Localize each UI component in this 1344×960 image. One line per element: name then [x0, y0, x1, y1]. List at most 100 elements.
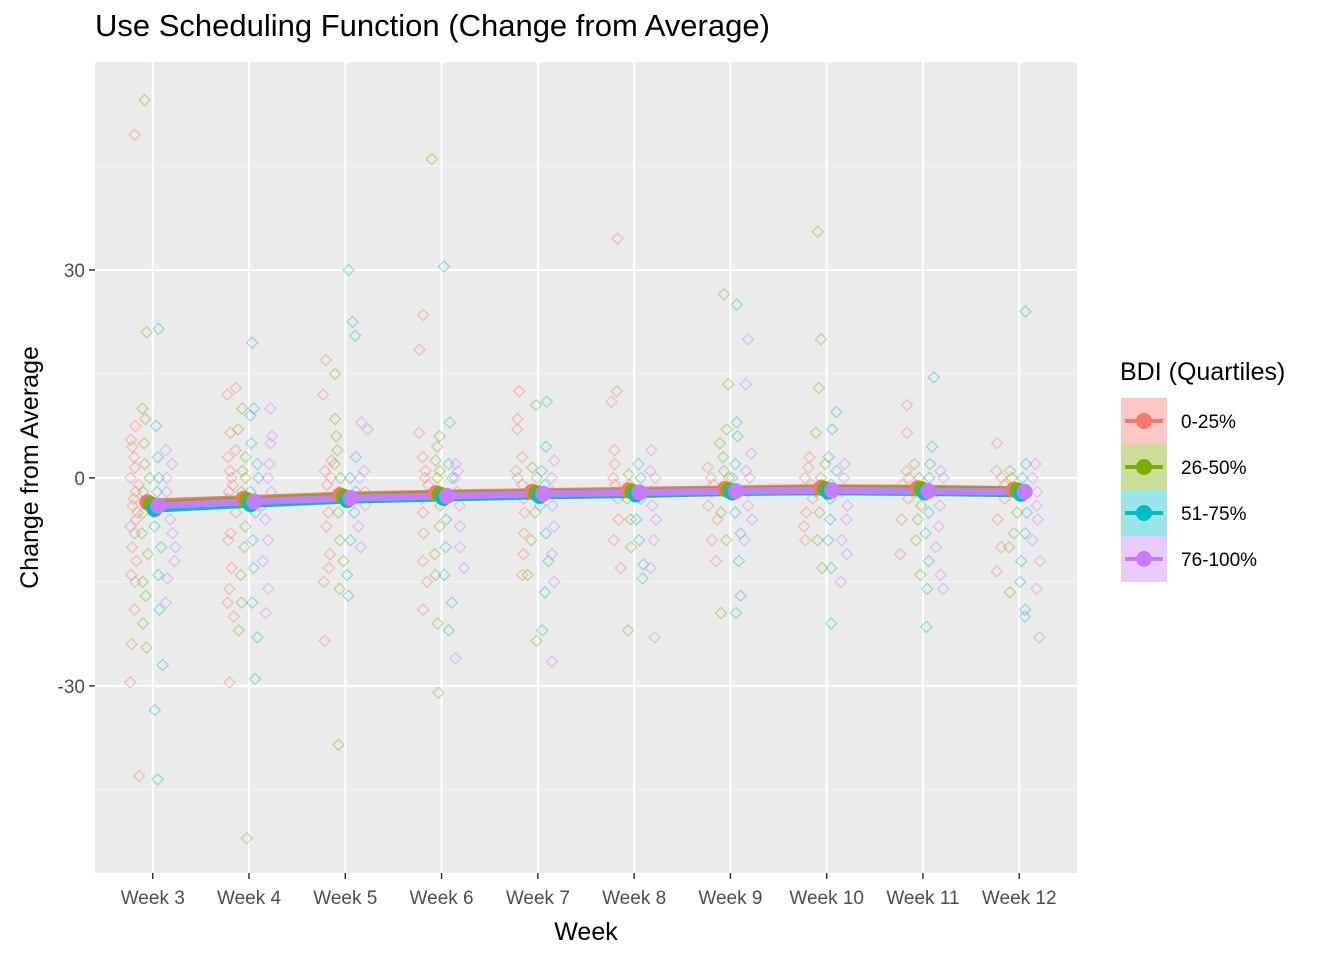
data-point: [741, 499, 755, 513]
data-point: [729, 606, 743, 620]
data-point: [739, 377, 753, 391]
series-point: [535, 485, 552, 502]
data-point: [732, 554, 746, 568]
x-tick-label: Week 5: [313, 888, 377, 909]
data-point: [936, 582, 950, 596]
data-point: [222, 582, 236, 596]
data-point: [797, 519, 811, 533]
data-point: [149, 419, 163, 433]
data-point: [221, 533, 235, 547]
data-point: [717, 287, 731, 301]
data-point: [223, 675, 236, 689]
series-lines: [139, 479, 1033, 518]
data-point: [515, 568, 529, 582]
data-point: [417, 526, 430, 540]
series-point: [824, 482, 841, 499]
data-point: [933, 499, 947, 513]
data-point: [822, 450, 835, 464]
data-point: [340, 568, 354, 582]
data-point: [730, 416, 744, 429]
data-point: [907, 457, 921, 471]
data-point: [166, 526, 179, 540]
data-point: [621, 623, 635, 637]
data-point: [648, 471, 662, 485]
data-point: [451, 464, 465, 478]
data-point: [840, 547, 854, 561]
data-point: [815, 561, 829, 575]
data-point: [547, 575, 561, 589]
data-point: [934, 464, 947, 478]
data-point: [1018, 610, 1032, 623]
data-point: [236, 464, 249, 478]
data-point: [128, 461, 142, 474]
x-tick-label: Week 10: [789, 888, 864, 909]
data-point: [1032, 630, 1046, 644]
data-point: [123, 675, 137, 689]
data-point: [922, 554, 936, 568]
data-point: [932, 519, 946, 533]
data-point: [333, 582, 347, 596]
data-point: [156, 658, 170, 672]
data-point: [624, 540, 638, 554]
data-point: [151, 568, 165, 582]
data-point: [125, 440, 139, 454]
data-point: [416, 554, 430, 568]
data-point: [318, 634, 331, 648]
data-point: [814, 332, 828, 346]
series-point: [438, 487, 455, 504]
data-point: [990, 436, 1004, 450]
data-point: [990, 565, 1004, 578]
data-point: [428, 547, 442, 561]
x-tick-label: Week 6: [410, 888, 474, 909]
data-point: [517, 547, 530, 561]
x-tick-label: Week 11: [886, 888, 959, 909]
data-point: [221, 596, 234, 610]
data-point: [331, 506, 345, 519]
data-point: [607, 533, 621, 547]
data-point: [443, 416, 457, 429]
data-point: [830, 464, 843, 478]
x-tick-label: Week 3: [121, 888, 185, 909]
data-point: [250, 457, 264, 471]
data-point: [439, 513, 453, 526]
data-point: [636, 571, 649, 585]
data-point: [328, 457, 342, 471]
data-point: [413, 343, 426, 357]
data-point: [128, 575, 142, 589]
legend-item: 0-25%: [1121, 398, 1236, 444]
data-point: [332, 738, 345, 752]
minor-grid: [95, 165, 1077, 791]
data-point: [433, 464, 447, 478]
data-point: [645, 499, 659, 513]
series-point: [727, 483, 744, 500]
data-point: [923, 457, 937, 471]
data-point: [739, 464, 753, 478]
data-point: [841, 499, 854, 513]
data-point: [445, 596, 459, 610]
data-point: [840, 513, 854, 526]
data-point: [138, 457, 152, 471]
data-point: [432, 686, 445, 700]
data-point: [510, 422, 524, 436]
data-point: [835, 533, 849, 547]
data-point: [994, 540, 1008, 554]
data-point: [252, 471, 265, 485]
data-point: [336, 554, 350, 568]
data-point: [437, 568, 451, 582]
data-point: [330, 443, 344, 457]
data-point: [1015, 471, 1029, 485]
data-point: [129, 513, 143, 526]
data-point: [713, 436, 727, 450]
data-point: [920, 582, 934, 596]
data-point: [354, 540, 368, 554]
data-point: [911, 513, 925, 526]
series-line: [154, 486, 1029, 510]
data-point: [624, 513, 638, 526]
data-point: [231, 422, 245, 436]
data-point: [416, 308, 430, 322]
data-point: [431, 617, 445, 630]
data-point: [629, 513, 643, 526]
data-point: [1003, 585, 1017, 599]
data-point: [606, 471, 620, 485]
data-point: [511, 471, 524, 485]
